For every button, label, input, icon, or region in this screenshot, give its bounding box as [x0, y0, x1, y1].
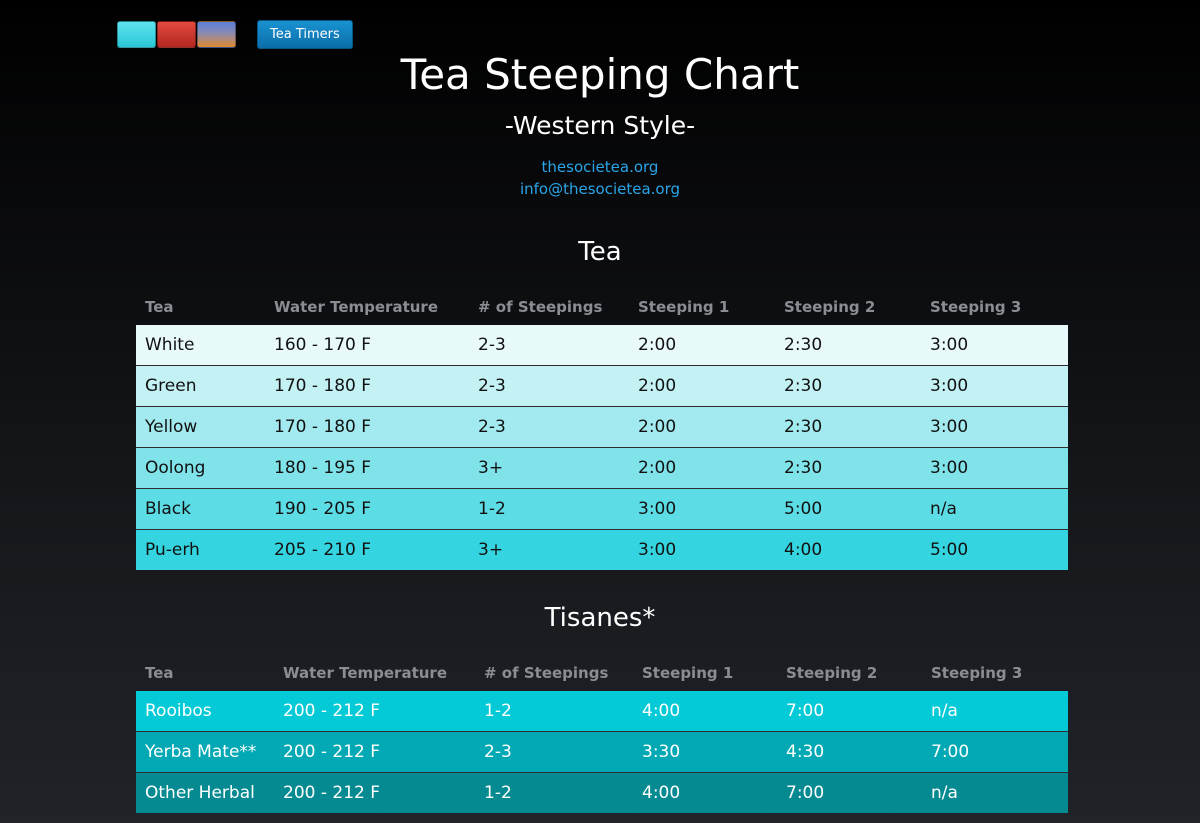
tisanes-section-title: Tisanes* [544, 603, 656, 633]
steeping-2-cell: 2:30 [775, 406, 921, 448]
tea-name-cell: Yellow [136, 406, 265, 448]
steeping-3-cell: 3:00 [921, 406, 1068, 448]
water-temperature-cell: 180 - 195 F [265, 447, 469, 489]
tea-table-row: Yellow 170 - 180 F 2-3 2:00 2:30 3:00 [136, 406, 1068, 448]
steeping-2-cell: 4:00 [784, 540, 823, 560]
water-temperature-cell: 190 - 205 F [265, 488, 469, 530]
contact-links: thesocietea.org info@thesocietea.org [0, 156, 1200, 200]
column-header: # of Steepings [478, 297, 603, 316]
tisanes-table-row: Rooibos 200 - 212 F 1-2 4:00 7:00 n/a [136, 691, 1068, 732]
tisanes-table-header-row: Tea Water Temperature # of Steepings Ste… [136, 654, 1068, 691]
page-subtitle: -Western Style- [504, 111, 696, 140]
steeping-3-cell: 3:00 [921, 325, 1068, 366]
tisanes-table-row: Yerba Mate** 200 - 212 F 2-3 3:30 4:30 7:00 [136, 731, 1068, 773]
column-header: Water Temperature [283, 663, 447, 682]
theme-swatch-red[interactable] [157, 20, 196, 48]
tisanes-table-row: Other Herbal 200 - 212 F 1-2 4:00 7:00 n/a [136, 772, 1068, 813]
email-link[interactable]: info@thesocietea.org [519, 180, 681, 198]
steeping-2-cell: 2:30 [775, 447, 921, 489]
steeping-1-cell: 4:00 [642, 783, 681, 803]
tea-name-cell: Oolong [136, 447, 265, 489]
tea-table-row: White 160 - 170 F 2-3 2:00 2:30 3:00 [136, 325, 1068, 366]
water-temperature-cell: 205 - 210 F [274, 540, 372, 560]
steepings-count-cell: 3+ [469, 447, 629, 489]
tea-table: Tea Water Temperature # of Steepings Ste… [136, 288, 1068, 570]
steeping-1-cell: 2:00 [629, 325, 775, 366]
steepings-count-cell: 2-3 [469, 406, 629, 448]
steepings-count-cell: 2-3 [469, 365, 629, 407]
column-header: # of Steepings [484, 663, 609, 682]
steeping-1-cell: 3:00 [629, 488, 775, 530]
steeping-2-cell: 7:00 [777, 691, 922, 732]
steeping-2-cell: 2:30 [775, 365, 921, 407]
tea-name-cell: Black [136, 488, 265, 530]
tea-name-cell: Pu-erh [145, 540, 200, 560]
water-temperature-cell: 170 - 180 F [265, 406, 469, 448]
column-header: Steeping 3 [931, 663, 1023, 682]
water-temperature-cell: 170 - 180 F [265, 365, 469, 407]
water-temperature-cell: 200 - 212 F [283, 783, 381, 803]
steeping-3-cell: n/a [922, 691, 1068, 732]
theme-swatch-cyan[interactable] [117, 20, 156, 48]
tisanes-table: Tea Water Temperature # of Steepings Ste… [136, 654, 1068, 813]
tea-name-cell: Rooibos [136, 691, 274, 732]
tea-table-row: Green 170 - 180 F 2-3 2:00 2:30 3:00 [136, 365, 1068, 407]
site-link[interactable]: thesocietea.org [541, 158, 659, 176]
page-header: Tea Steeping Chart -Western Style- theso… [0, 48, 1200, 200]
column-header: Tea [145, 297, 174, 316]
column-header: Tea [145, 663, 174, 682]
top-toolbar: Tea Timers [117, 19, 353, 49]
tea-table-header-row: Tea Water Temperature # of Steepings Ste… [136, 288, 1068, 325]
steepings-count-cell: 3+ [478, 540, 504, 560]
tea-name-cell: Green [136, 365, 265, 407]
steeping-1-cell: 3:00 [638, 540, 677, 560]
steeping-2-cell: 2:30 [775, 325, 921, 366]
tea-table-row: Pu-erh 205 - 210 F 3+ 3:00 4:00 5:00 [136, 529, 1068, 570]
steepings-count-cell: 1-2 [484, 783, 512, 803]
column-header: Steeping 2 [786, 663, 878, 682]
tea-section-title: Tea [578, 237, 622, 267]
water-temperature-cell: 200 - 212 F [274, 691, 475, 732]
steeping-3-cell: 5:00 [930, 540, 969, 560]
column-header: Steeping 2 [784, 297, 876, 316]
steepings-count-cell: 1-2 [469, 488, 629, 530]
steepings-count-cell: 1-2 [475, 691, 633, 732]
column-header: Water Temperature [274, 297, 438, 316]
steeping-3-cell: 7:00 [922, 731, 1068, 773]
tea-name-cell: Yerba Mate** [136, 731, 274, 773]
steeping-2-cell: 7:00 [786, 783, 825, 803]
steepings-count-cell: 2-3 [475, 731, 633, 773]
steeping-2-cell: 5:00 [775, 488, 921, 530]
steepings-count-cell: 2-3 [469, 325, 629, 366]
column-header: Steeping 1 [638, 297, 730, 316]
column-header: Steeping 1 [642, 663, 734, 682]
tea-name-cell: Other Herbal [145, 783, 255, 803]
steeping-1-cell: 3:30 [633, 731, 777, 773]
tea-table-row: Oolong 180 - 195 F 3+ 2:00 2:30 3:00 [136, 447, 1068, 489]
water-temperature-cell: 160 - 170 F [265, 325, 469, 366]
column-header: Steeping 3 [930, 297, 1022, 316]
tea-timers-button[interactable]: Tea Timers [257, 19, 353, 49]
steeping-3-cell: n/a [921, 488, 1068, 530]
steeping-1-cell: 2:00 [629, 406, 775, 448]
water-temperature-cell: 200 - 212 F [274, 731, 475, 773]
tea-table-row: Black 190 - 205 F 1-2 3:00 5:00 n/a [136, 488, 1068, 530]
page-title: Tea Steeping Chart [400, 50, 800, 99]
steeping-1-cell: 2:00 [629, 365, 775, 407]
theme-swatch-sunset[interactable] [197, 20, 236, 48]
steeping-3-cell: 3:00 [921, 447, 1068, 489]
steeping-1-cell: 2:00 [629, 447, 775, 489]
steeping-3-cell: 3:00 [921, 365, 1068, 407]
tea-name-cell: White [136, 325, 265, 366]
steeping-2-cell: 4:30 [777, 731, 922, 773]
steeping-3-cell: n/a [931, 783, 958, 803]
steeping-1-cell: 4:00 [633, 691, 777, 732]
